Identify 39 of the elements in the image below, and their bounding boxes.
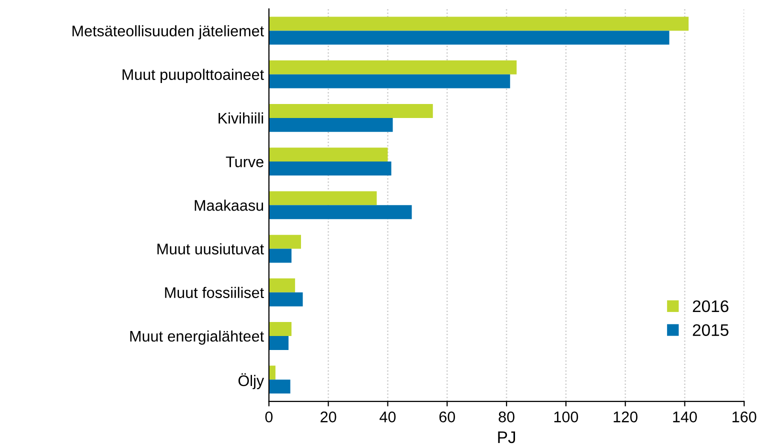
bar <box>268 191 377 206</box>
bar <box>268 162 392 176</box>
x-tick-label: 0 <box>265 412 273 422</box>
x-tick-label: 140 <box>673 412 697 422</box>
x-tick-label: 100 <box>554 412 578 422</box>
y-tick-label: Öljy <box>238 373 264 390</box>
y-tick-label: Muut puupolttoaineet <box>122 68 264 84</box>
bar <box>268 380 290 394</box>
y-tick-label: Maakaasu <box>194 200 264 211</box>
bar <box>268 248 292 263</box>
bar <box>268 60 517 74</box>
y-tick-label: Muut fossiiliset <box>165 286 264 298</box>
x-tick-label: 20 <box>320 412 336 422</box>
bar <box>268 16 689 31</box>
x-tick-label: 60 <box>439 412 456 422</box>
x-tick-label: 120 <box>614 412 638 422</box>
y-tick-label: Metsäteollisuuden jäteliemet <box>72 25 264 40</box>
x-tick-label: 40 <box>380 412 396 422</box>
y-tick-label: Muut uusiutuvat <box>157 243 264 254</box>
y-tick-label: Kivihiili <box>218 112 264 124</box>
bar <box>268 118 393 132</box>
bar <box>268 322 292 336</box>
legend-label: 2015 <box>692 324 728 336</box>
bar <box>268 148 388 162</box>
legend-label: 2016 <box>692 300 728 312</box>
bar <box>268 292 303 306</box>
x-tick-label: 80 <box>498 412 514 422</box>
bar <box>268 104 433 118</box>
bar <box>268 30 670 45</box>
bar <box>268 205 412 220</box>
bar <box>268 336 289 350</box>
x-tick-label: 160 <box>732 412 756 422</box>
bar <box>268 74 510 88</box>
bar <box>268 366 276 380</box>
bar <box>268 234 302 249</box>
x-axis-title: PJ <box>498 432 516 444</box>
y-tick-label: Muut energialähteet <box>130 330 264 345</box>
y-tick-label: Turve <box>226 156 264 168</box>
bar <box>268 278 296 292</box>
